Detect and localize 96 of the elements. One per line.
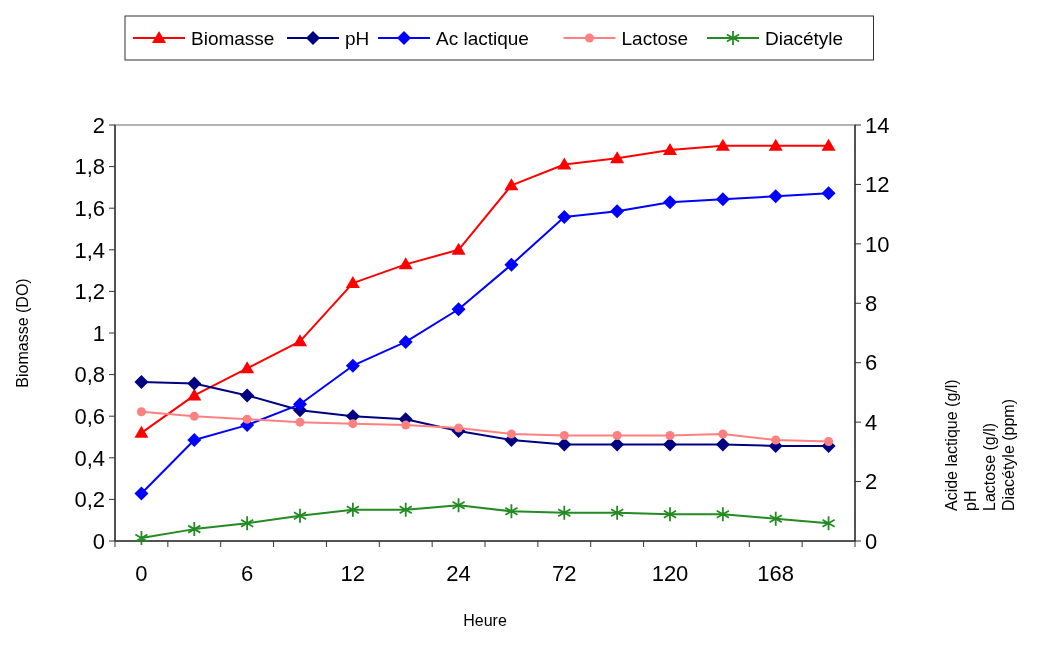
x-tick-label: 12 — [340, 561, 366, 586]
point — [345, 501, 360, 518]
point — [242, 414, 252, 424]
point — [821, 186, 836, 201]
point — [715, 192, 730, 207]
point — [187, 376, 202, 391]
point — [663, 195, 677, 210]
y-tick-label: 1,4 — [74, 237, 105, 263]
y-tick-label: 0 — [92, 528, 105, 554]
point — [187, 388, 202, 401]
point — [240, 361, 255, 374]
point — [824, 436, 834, 446]
point — [189, 411, 199, 421]
point — [715, 138, 730, 151]
point — [398, 334, 413, 349]
point — [451, 497, 466, 514]
point — [610, 151, 625, 164]
point — [610, 504, 625, 521]
y2-tick-label: 2 — [865, 469, 878, 495]
point — [187, 432, 202, 447]
legend-label: Lactose — [621, 27, 689, 49]
point — [663, 506, 677, 523]
y-tick-label: 1,8 — [74, 154, 105, 180]
y2-tick-label: 0 — [865, 528, 878, 554]
y-tick-label: 0,2 — [74, 487, 105, 513]
y2-tick-label: 4 — [865, 409, 878, 435]
point — [506, 429, 516, 439]
point — [768, 189, 783, 204]
point — [240, 388, 255, 403]
point — [295, 417, 305, 427]
point — [557, 504, 572, 521]
point — [771, 435, 781, 445]
y2-tick-label: 12 — [865, 172, 890, 198]
point — [821, 515, 836, 532]
point — [504, 503, 519, 520]
point — [398, 257, 413, 270]
point — [768, 510, 783, 527]
x-tick-label: 0 — [135, 561, 148, 586]
point — [559, 431, 569, 441]
point — [134, 530, 149, 546]
point — [293, 507, 307, 524]
y-axis-title: Biomasse (DO) — [14, 278, 31, 388]
x-tick-label: 24 — [446, 561, 471, 586]
y-tick-label: 1,6 — [74, 195, 105, 221]
point — [612, 431, 622, 441]
point — [187, 521, 202, 538]
point — [718, 429, 728, 439]
y2-tick-label: 10 — [865, 231, 890, 257]
y-tick-label: 0,8 — [74, 362, 105, 388]
y2-tick-label: 8 — [865, 290, 878, 316]
point — [454, 423, 464, 433]
point — [401, 420, 411, 430]
point — [240, 515, 255, 532]
point — [136, 407, 146, 417]
point — [557, 437, 572, 452]
x-tick-label: 72 — [552, 561, 577, 586]
point — [348, 419, 358, 429]
point — [293, 397, 307, 412]
x-axis-title: Heure — [463, 612, 507, 629]
point — [293, 334, 307, 347]
y-tick-label: 1,2 — [74, 279, 105, 305]
point — [610, 437, 625, 452]
legend-label: Biomasse — [191, 27, 275, 49]
point — [134, 486, 149, 501]
point — [715, 437, 730, 452]
point — [345, 358, 360, 373]
x-tick-label: 168 — [757, 561, 795, 586]
point — [768, 138, 783, 151]
y-tick-label: 1 — [92, 320, 105, 346]
point — [451, 242, 466, 255]
point — [398, 501, 413, 518]
point — [451, 302, 466, 317]
point — [504, 257, 519, 272]
x-tick-label: 120 — [651, 561, 689, 586]
point — [345, 276, 360, 289]
point — [134, 375, 149, 390]
point — [663, 437, 677, 452]
point — [665, 431, 675, 441]
point — [557, 210, 572, 225]
legend-label: Diacétyle — [765, 27, 844, 49]
point — [610, 204, 625, 219]
point — [663, 142, 677, 155]
y-tick-label: 0,4 — [74, 445, 105, 471]
point — [821, 138, 836, 151]
point — [557, 157, 572, 170]
point — [504, 178, 519, 191]
legend-label: pH — [345, 27, 370, 49]
y2-axis-title: Acide lactique (g/l) pH Lactose (g/l) Diacétyle (ppm) — [942, 379, 1017, 511]
y-tick-label: 2 — [92, 112, 105, 138]
y2-tick-label: 6 — [865, 350, 878, 376]
y2-tick-label: 14 — [865, 112, 890, 138]
x-tick-label: 6 — [241, 561, 254, 586]
point — [715, 506, 730, 523]
legend-label: Ac lactique — [436, 27, 529, 49]
point — [134, 425, 149, 438]
y-tick-label: 0,6 — [74, 403, 105, 429]
